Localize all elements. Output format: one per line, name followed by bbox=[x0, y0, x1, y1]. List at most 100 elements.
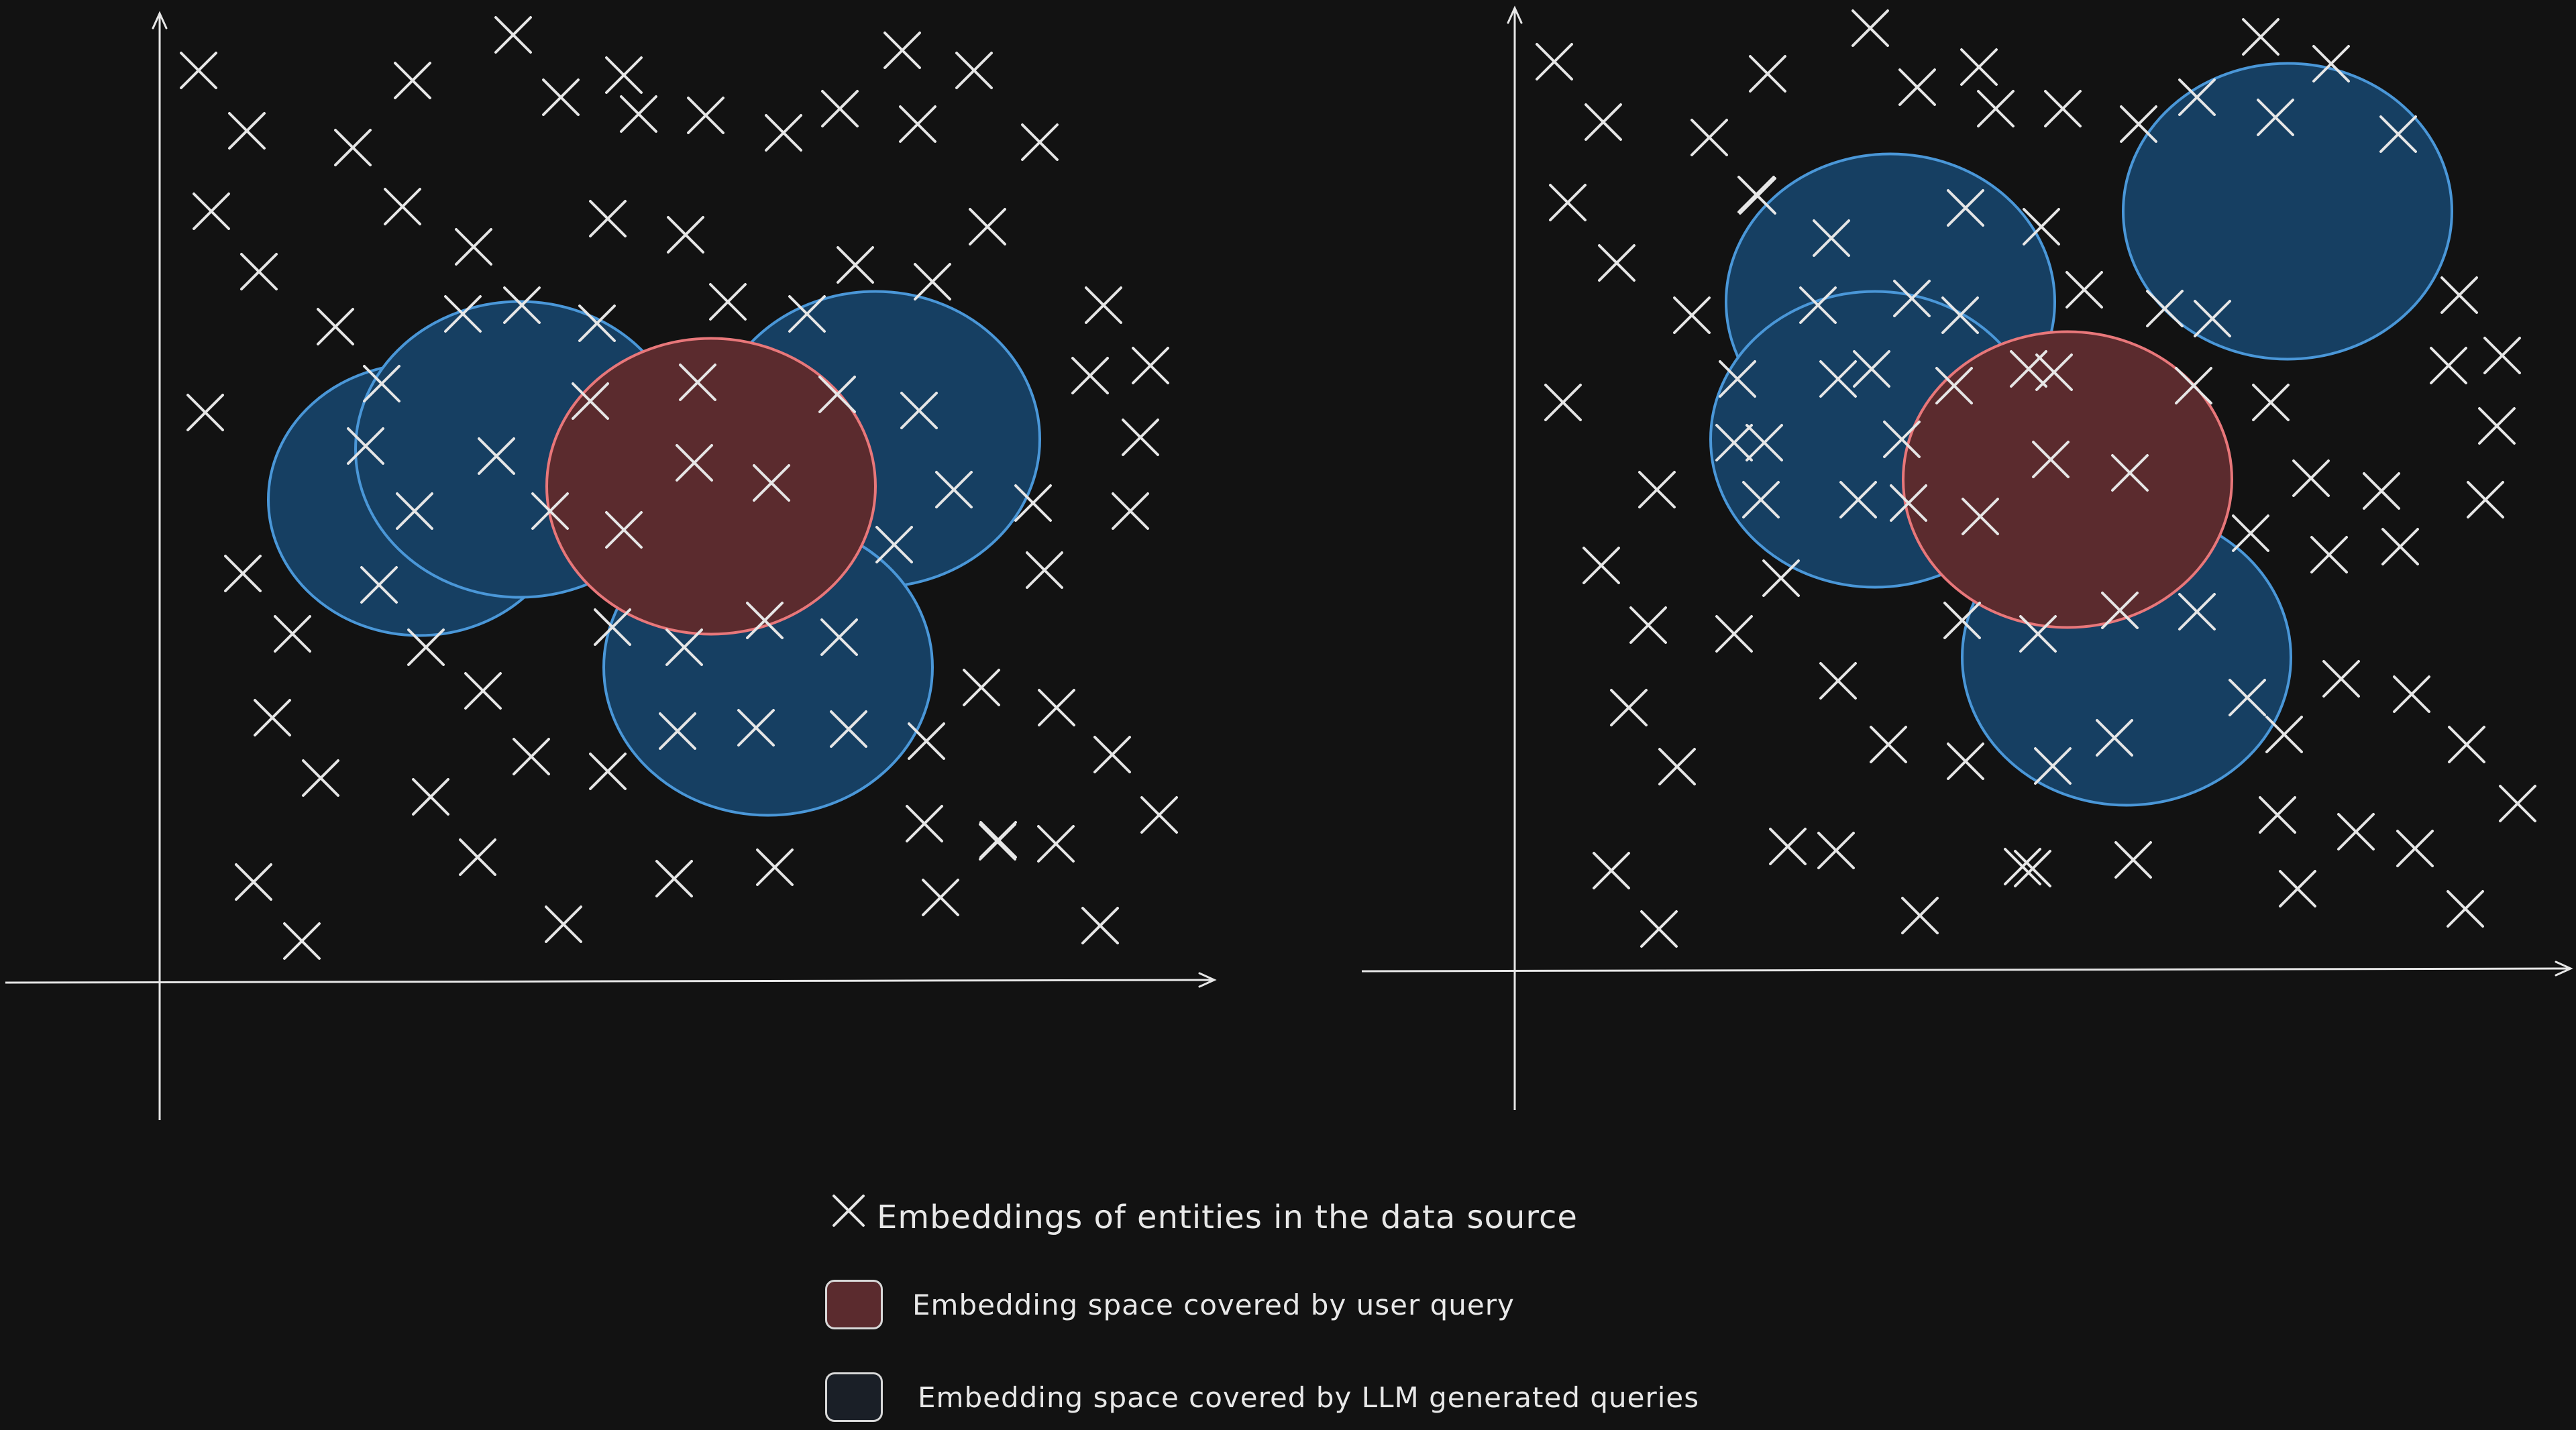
entity-marker bbox=[589, 200, 627, 237]
entity-marker bbox=[2120, 105, 2157, 143]
entity-marker bbox=[2232, 514, 2269, 552]
entity-marker bbox=[1038, 689, 1075, 726]
entity-marker bbox=[821, 90, 859, 127]
entity-marker bbox=[746, 602, 784, 639]
entity-marker bbox=[1093, 736, 1131, 773]
entity-marker bbox=[979, 821, 1017, 859]
entity-marker bbox=[2034, 747, 2072, 785]
entity-marker bbox=[1638, 471, 1676, 508]
entity-marker bbox=[1817, 832, 1855, 869]
entity-marker bbox=[1883, 421, 1921, 458]
entity-marker bbox=[2044, 90, 2082, 127]
entity-marker bbox=[753, 464, 790, 502]
entity-marker bbox=[2499, 785, 2536, 822]
entity-marker bbox=[235, 863, 272, 901]
entity-marker bbox=[883, 32, 921, 69]
entity-marker bbox=[1585, 103, 1622, 141]
entity-marker bbox=[2111, 454, 2149, 492]
entity-marker bbox=[407, 628, 445, 666]
entity-marker bbox=[1799, 286, 1837, 324]
entity-marker bbox=[1819, 360, 1857, 398]
entity-marker bbox=[1943, 602, 1981, 639]
entity-marker bbox=[687, 97, 724, 134]
right-panel bbox=[1361, 5, 2573, 1110]
left-entity-markers bbox=[180, 16, 1178, 960]
entity-marker bbox=[2478, 407, 2516, 445]
entity-marker bbox=[2279, 870, 2316, 908]
left-panel bbox=[5, 11, 1217, 1120]
entity-marker bbox=[756, 848, 794, 886]
entity-marker bbox=[1122, 419, 1159, 456]
entity-marker bbox=[572, 382, 609, 420]
entity-marker bbox=[1839, 481, 1877, 518]
entity-marker bbox=[665, 628, 703, 666]
entity-marker bbox=[605, 56, 643, 94]
entity-marker bbox=[2322, 660, 2360, 698]
entity-marker bbox=[1893, 280, 1931, 317]
entity-marker bbox=[1021, 123, 1059, 161]
llm-query-region bbox=[2122, 62, 2453, 361]
entity-marker bbox=[830, 710, 867, 748]
entity-marker bbox=[1851, 9, 1889, 47]
entity-marker bbox=[709, 283, 747, 321]
entity-marker bbox=[503, 286, 541, 324]
entity-marker bbox=[228, 112, 266, 150]
entity-marker bbox=[459, 838, 496, 876]
entity-marker bbox=[1658, 748, 1696, 785]
entity-marker bbox=[578, 305, 616, 342]
entity-marker bbox=[1870, 726, 1907, 763]
llm-queries-swatch bbox=[825, 1372, 883, 1422]
entity-marker bbox=[1014, 484, 1052, 522]
user-query-region bbox=[545, 337, 877, 636]
cross-marker-icon bbox=[833, 1195, 865, 1227]
entity-marker bbox=[1140, 796, 1178, 834]
entity-marker bbox=[899, 105, 936, 143]
entity-marker bbox=[935, 471, 973, 508]
entity-marker bbox=[2483, 337, 2521, 374]
entity-marker bbox=[605, 511, 643, 549]
entity-marker bbox=[478, 437, 515, 475]
entity-marker bbox=[1549, 184, 1587, 221]
entity-marker bbox=[317, 308, 354, 345]
entity-marker bbox=[2194, 300, 2231, 337]
entity-marker bbox=[1853, 350, 1890, 388]
entity-marker bbox=[1762, 559, 1800, 597]
entity-marker bbox=[1960, 48, 1998, 86]
entity-marker bbox=[444, 295, 482, 333]
entity-marker bbox=[2252, 384, 2290, 421]
x-axis bbox=[5, 979, 1215, 984]
entity-marker bbox=[412, 778, 449, 816]
legend-user-query-label: Embedding space covered by user query bbox=[912, 1288, 1515, 1321]
user-query-swatch bbox=[825, 1280, 883, 1329]
entity-marker bbox=[1037, 825, 1075, 863]
entity-marker bbox=[1742, 481, 1780, 518]
entity-marker bbox=[969, 208, 1006, 245]
legend-llm-queries-label: Embedding space covered by LLM generated… bbox=[918, 1380, 1700, 1414]
entity-marker bbox=[1947, 189, 1984, 227]
entity-marker bbox=[914, 263, 951, 300]
entity-marker bbox=[2014, 850, 2051, 887]
entity-marker bbox=[2114, 841, 2152, 879]
entity-marker bbox=[1598, 244, 1635, 282]
entity-marker bbox=[1112, 492, 1149, 530]
entity-marker bbox=[1085, 286, 1122, 324]
entity-marker bbox=[2146, 290, 2184, 327]
entity-marker bbox=[1715, 615, 1753, 653]
entity-marker bbox=[2312, 45, 2350, 82]
entity-marker bbox=[1947, 742, 1984, 780]
entity-marker bbox=[1769, 828, 1807, 865]
entity-marker bbox=[2337, 813, 2375, 850]
entity-marker bbox=[334, 129, 372, 166]
entity-marker bbox=[254, 699, 291, 736]
entity-marker bbox=[1749, 55, 1786, 93]
entity-marker bbox=[2065, 271, 2103, 309]
entity-marker bbox=[2175, 367, 2212, 404]
entity-marker bbox=[955, 52, 993, 89]
entity-marker bbox=[2023, 208, 2060, 245]
entity-marker bbox=[193, 192, 230, 230]
entity-marker bbox=[963, 669, 1000, 706]
entity-marker bbox=[900, 392, 938, 429]
legend-entities-label: Embeddings of entities in the data sourc… bbox=[877, 1199, 1578, 1236]
entity-marker bbox=[1819, 662, 1857, 700]
